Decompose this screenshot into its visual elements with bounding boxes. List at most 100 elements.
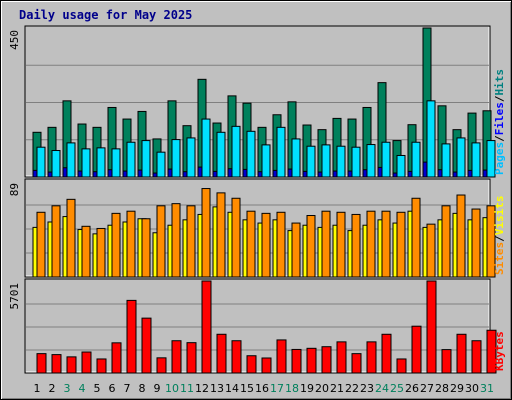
y-max-label: 5701 bbox=[8, 283, 21, 310]
bar-sites-day-15 bbox=[246, 210, 256, 278]
bar-kbytes-day-17 bbox=[276, 339, 287, 374]
bar-sites-day-13 bbox=[216, 192, 226, 278]
legend-separator: / bbox=[493, 135, 506, 142]
bar-pages-day-7 bbox=[126, 141, 136, 178]
bar-kbytes-day-28 bbox=[441, 349, 452, 374]
bar-kbytes-day-23 bbox=[366, 341, 377, 374]
bar-kbytes-day-21 bbox=[336, 341, 347, 374]
bar-pages-day-6 bbox=[111, 148, 121, 178]
bar-kbytes-day-13 bbox=[216, 333, 227, 374]
bar-kbytes-day-31 bbox=[486, 329, 497, 374]
bar-sites-day-31 bbox=[486, 205, 496, 278]
bar-pages-day-2 bbox=[51, 150, 61, 178]
bar-pages-day-30 bbox=[471, 142, 481, 178]
bar-pages-day-3 bbox=[66, 142, 76, 178]
legend-separator: / bbox=[493, 95, 506, 102]
bar-kbytes-day-20 bbox=[321, 346, 332, 374]
bar-pages-day-14 bbox=[231, 125, 241, 178]
bar-kbytes-day-14 bbox=[231, 340, 242, 374]
legend-label: Pages/Files/Hits bbox=[493, 69, 506, 175]
legend-files: Files bbox=[493, 102, 506, 135]
bar-sites-day-14 bbox=[231, 197, 241, 278]
x-tick-day-27: 27 bbox=[420, 382, 434, 395]
x-tick-day-5: 5 bbox=[94, 382, 101, 395]
x-tick-day-21: 21 bbox=[330, 382, 344, 395]
bar-kbytes-day-10 bbox=[171, 340, 182, 374]
x-tick-day-20: 20 bbox=[315, 382, 329, 395]
bar-kbytes-day-30 bbox=[471, 340, 482, 374]
bar-sites-day-26 bbox=[411, 197, 421, 278]
x-tick-day-3: 3 bbox=[64, 382, 71, 395]
bar-kbytes-day-11 bbox=[186, 342, 197, 374]
legend-kbytes: KBytes bbox=[493, 331, 506, 371]
bar-kbytes-day-26 bbox=[411, 325, 422, 374]
bar-kbytes-day-24 bbox=[381, 333, 392, 374]
bar-sites-day-20 bbox=[321, 210, 331, 278]
bar-pages-day-10 bbox=[171, 139, 181, 178]
bar-kbytes-day-27 bbox=[426, 280, 437, 374]
bar-pages-day-26 bbox=[411, 141, 421, 178]
x-tick-day-1: 1 bbox=[34, 382, 41, 395]
bar-pages-day-1 bbox=[36, 146, 46, 178]
x-tick-day-25: 25 bbox=[390, 382, 404, 395]
bar-kbytes-day-15 bbox=[246, 355, 257, 374]
legend-hits: Hits bbox=[493, 69, 506, 96]
bar-sites-day-19 bbox=[306, 215, 316, 278]
x-tick-day-17: 17 bbox=[270, 382, 284, 395]
x-tick-day-15: 15 bbox=[240, 382, 254, 395]
bar-pages-day-21 bbox=[336, 145, 346, 178]
bar-sites-day-22 bbox=[351, 213, 361, 278]
x-tick-day-8: 8 bbox=[139, 382, 146, 395]
bar-sites-day-9 bbox=[156, 205, 166, 278]
bar-sites-day-2 bbox=[51, 205, 61, 278]
bar-pages-day-28 bbox=[441, 143, 451, 178]
bar-pages-day-12 bbox=[201, 118, 211, 178]
legend-label: Sites/Visits bbox=[493, 196, 506, 276]
x-tick-day-6: 6 bbox=[109, 382, 116, 395]
y-max-label: 89 bbox=[8, 183, 21, 196]
bar-pages-day-31 bbox=[486, 140, 496, 178]
y-max-label: 450 bbox=[8, 30, 21, 50]
x-tick-day-28: 28 bbox=[435, 382, 449, 395]
x-tick-day-9: 9 bbox=[154, 382, 161, 395]
x-tick-day-13: 13 bbox=[210, 382, 224, 395]
bar-sites-day-4 bbox=[81, 225, 91, 278]
x-tick-day-26: 26 bbox=[405, 382, 419, 395]
bar-sites-day-25 bbox=[396, 211, 406, 278]
x-tick-day-16: 16 bbox=[255, 382, 269, 395]
bar-kbytes-day-12 bbox=[201, 280, 212, 374]
x-tick-day-31: 31 bbox=[480, 382, 494, 395]
bar-sites-day-28 bbox=[441, 205, 451, 278]
bar-kbytes-day-29 bbox=[456, 333, 467, 374]
bar-pages-day-18 bbox=[291, 138, 301, 178]
bar-kbytes-day-19 bbox=[306, 347, 317, 374]
bar-kbytes-day-8 bbox=[141, 317, 152, 374]
bar-kbytes-day-4 bbox=[81, 351, 92, 374]
bar-kbytes-day-18 bbox=[291, 348, 302, 374]
bar-pages-day-23 bbox=[366, 144, 376, 178]
bar-sites-day-27 bbox=[426, 223, 436, 278]
bar-sites-day-16 bbox=[261, 212, 271, 278]
bar-sites-day-17 bbox=[276, 211, 286, 278]
bar-pages-day-5 bbox=[96, 147, 106, 178]
bar-kbytes-day-9 bbox=[156, 357, 167, 374]
bar-pages-day-19 bbox=[306, 145, 316, 178]
bar-sites-day-11 bbox=[186, 205, 196, 278]
x-tick-day-7: 7 bbox=[124, 382, 131, 395]
x-tick-day-22: 22 bbox=[345, 382, 359, 395]
x-tick-day-14: 14 bbox=[225, 382, 239, 395]
x-tick-day-4: 4 bbox=[79, 382, 86, 395]
bar-kbytes-day-22 bbox=[351, 353, 362, 374]
bar-sites-day-1 bbox=[36, 211, 46, 278]
bar-sites-day-29 bbox=[456, 194, 466, 278]
bar-sites-day-24 bbox=[381, 210, 391, 278]
bar-pages-day-24 bbox=[381, 141, 391, 178]
bar-kbytes-day-25 bbox=[396, 358, 407, 374]
bar-sites-day-30 bbox=[471, 208, 481, 278]
legend-pages: Pages bbox=[493, 142, 506, 175]
legend-separator: / bbox=[493, 235, 506, 242]
bar-pages-day-13 bbox=[216, 131, 226, 178]
x-tick-day-10: 10 bbox=[165, 382, 179, 395]
bar-pages-day-22 bbox=[351, 146, 361, 178]
bar-kbytes-day-16 bbox=[261, 357, 272, 374]
